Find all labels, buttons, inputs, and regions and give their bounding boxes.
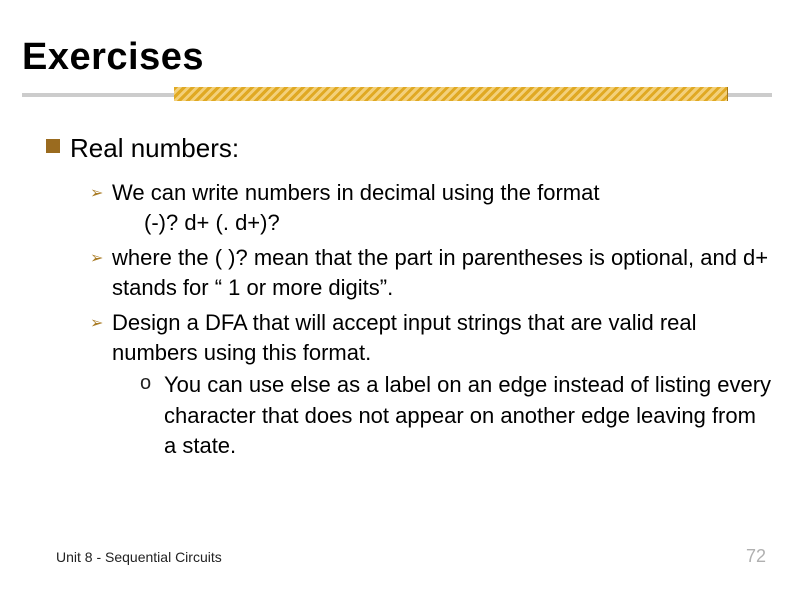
arrow-icon: ➢ — [90, 183, 104, 203]
bullet-item: Real numbers: — [46, 131, 772, 166]
subsub-text: You can use else as a label on an edge i… — [164, 370, 772, 461]
bullet-text: Real numbers: — [70, 131, 239, 166]
circle-bullet-icon: o — [140, 372, 154, 395]
page-number: 72 — [746, 546, 766, 567]
square-bullet-icon — [46, 139, 60, 153]
footer: Unit 8 - Sequential Circuits 72 — [56, 546, 766, 567]
sub-item-body: Design a DFA that will accept input stri… — [112, 308, 772, 462]
sub-text: where the ( )? mean that the part in par… — [112, 243, 772, 304]
arrow-icon: ➢ — [90, 248, 104, 268]
sub-text: We can write numbers in decimal using th… — [112, 178, 599, 208]
content-area: Real numbers: ➢ We can write numbers in … — [22, 131, 772, 461]
sub-item: ➢ where the ( )? mean that the part in p… — [90, 243, 772, 304]
sub-item: ➢ Design a DFA that will accept input st… — [90, 308, 772, 462]
sub-item-body: We can write numbers in decimal using th… — [112, 178, 599, 239]
title-underline — [22, 87, 772, 107]
slide: Exercises Real numbers: ➢ We can write n… — [0, 0, 794, 595]
sub-text-indent: (-)? d+ (. d+)? — [112, 208, 599, 238]
footer-unit: Unit 8 - Sequential Circuits — [56, 549, 222, 565]
sub-item: ➢ We can write numbers in decimal using … — [90, 178, 772, 239]
sub-list: ➢ We can write numbers in decimal using … — [46, 178, 772, 461]
page-title: Exercises — [22, 36, 772, 79]
arrow-icon: ➢ — [90, 313, 104, 333]
underline-gold — [174, 87, 728, 101]
sub-text: Design a DFA that will accept input stri… — [112, 308, 772, 369]
subsub-item: o You can use else as a label on an edge… — [112, 370, 772, 461]
